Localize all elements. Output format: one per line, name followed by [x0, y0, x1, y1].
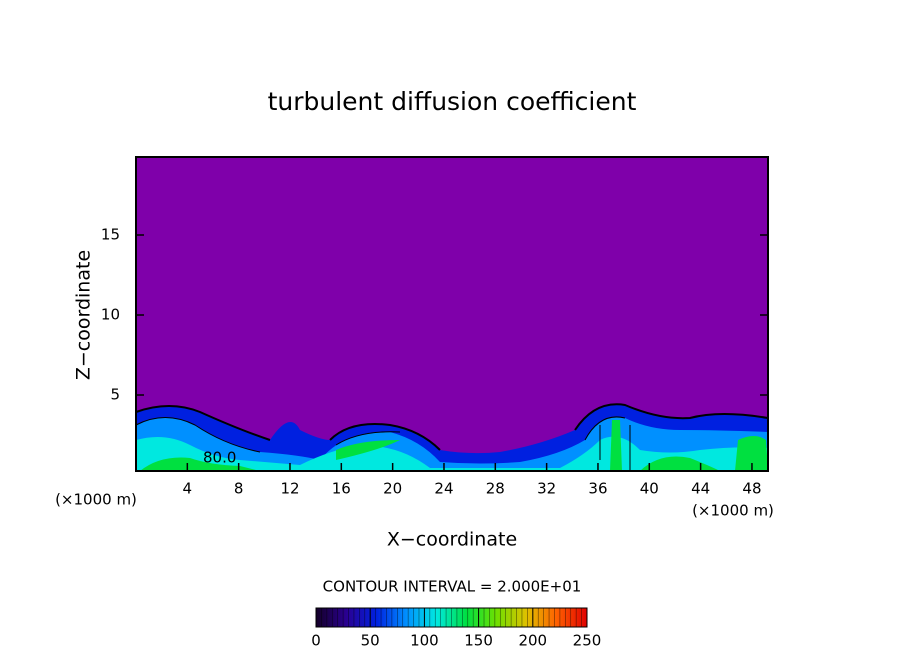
- y-axis-label: Z−coordinate: [73, 250, 95, 380]
- x-unit-label: (×1000 m): [55, 491, 137, 509]
- contour-line: [135, 403, 769, 451]
- x-tick-label: 40: [640, 480, 659, 498]
- x-tick-label: 4: [183, 480, 193, 498]
- x-unit-label: (×1000 m): [692, 502, 774, 520]
- y-tick-label: 5: [110, 386, 120, 404]
- plot-area: 80.0: [135, 156, 769, 472]
- y-tick-label: 10: [101, 306, 120, 324]
- chart-title: turbulent diffusion coefficient: [268, 87, 637, 116]
- colorbar-tick-label: 200: [518, 632, 547, 650]
- colorbar-tick-label: 250: [573, 632, 602, 650]
- contour-fill: [140, 420, 768, 471]
- x-tick-label: 16: [332, 480, 351, 498]
- x-tick-label: 28: [486, 480, 505, 498]
- x-axis-label: X−coordinate: [387, 529, 517, 551]
- x-tick-label: 20: [383, 480, 402, 498]
- contour-line: [135, 416, 631, 470]
- colorbar-tick-label: 100: [410, 632, 439, 650]
- colorbar-tick-label: 50: [361, 632, 380, 650]
- y-tick-label: 15: [101, 226, 120, 244]
- x-tick-label: 12: [280, 480, 299, 498]
- x-tick-label: 48: [742, 480, 761, 498]
- x-tick-label: 36: [588, 480, 607, 498]
- contour-label: 80.0: [203, 449, 236, 467]
- colorbar-tick-label: 150: [464, 632, 493, 650]
- colorbar-tick-label: 0: [311, 632, 321, 650]
- x-tick-label: 8: [234, 480, 244, 498]
- plot-frame: [135, 156, 769, 472]
- x-tick-label: 44: [691, 480, 710, 498]
- x-tick-label: 24: [434, 480, 453, 498]
- contour-interval: CONTOUR INTERVAL = 2.000E+01: [323, 578, 582, 596]
- x-tick-label: 32: [537, 480, 556, 498]
- contour-fill: [136, 436, 768, 471]
